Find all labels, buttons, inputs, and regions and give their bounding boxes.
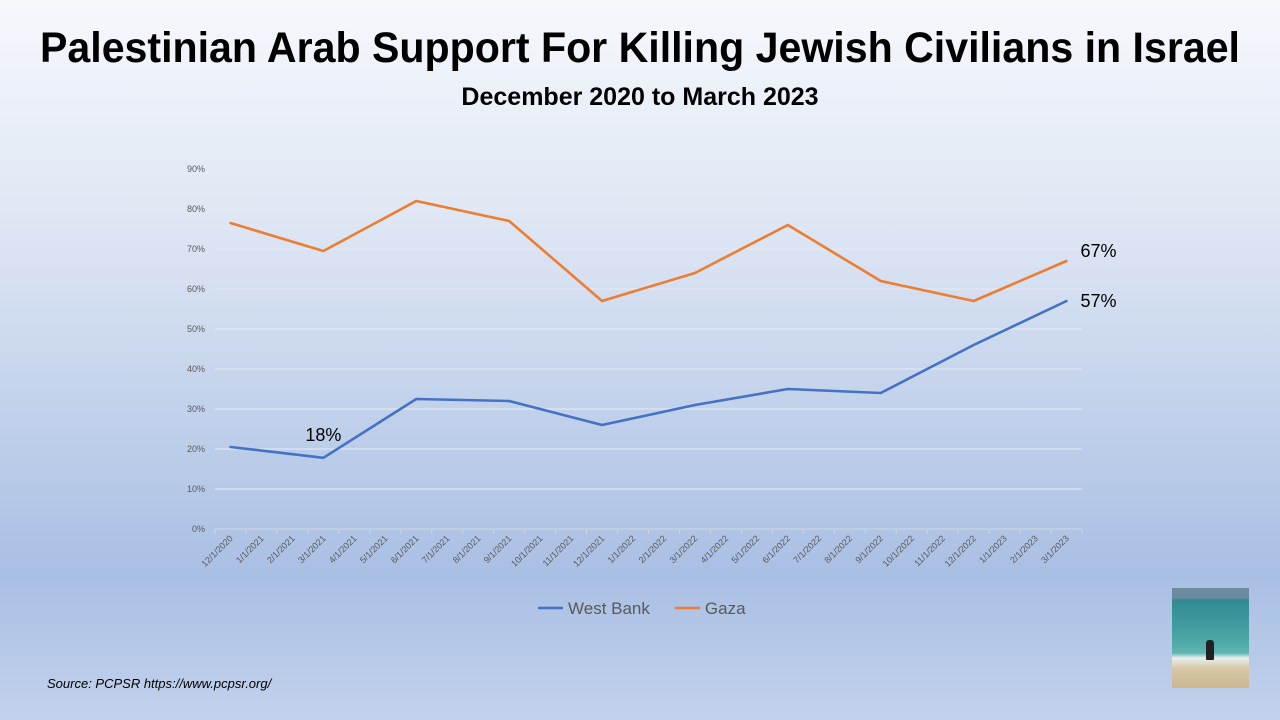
legend-label: West Bank [568,599,650,618]
x-tick-label: 10/1/2021 [509,533,544,568]
x-tick-label: 10/1/2022 [881,533,916,568]
data-point [972,343,975,347]
x-tick-label: 9/1/2021 [482,533,514,565]
x-tick-label: 2/1/2022 [637,533,669,565]
x-tick-label: 1/1/2023 [977,533,1009,565]
y-tick-label: 60% [187,284,205,294]
data-point [879,279,882,283]
data-point [229,445,232,449]
data-point [1065,259,1068,263]
x-tick-label: 7/1/2022 [791,533,823,565]
data-point [693,403,697,407]
y-tick-label: 80% [187,204,205,214]
x-tick-label: 1/1/2022 [606,533,638,565]
x-tick-label: 1/1/2021 [234,533,266,565]
data-label: 57% [1081,291,1117,311]
data-point [507,399,511,403]
data-point [600,299,604,303]
x-tick-label: 3/1/2023 [1039,533,1071,565]
x-tick-label: 4/1/2022 [698,533,730,565]
x-tick-label: 12/1/2021 [571,533,606,568]
data-point [322,249,325,253]
x-tick-label: 2/1/2021 [265,533,297,565]
data-point [600,423,604,427]
data-point [322,456,325,459]
data-point [415,397,418,401]
x-tick-label: 8/1/2021 [451,533,483,565]
data-point [1065,299,1068,303]
x-tick-label: 5/1/2022 [729,533,761,565]
person-figure [1206,640,1214,660]
source-note: Source: PCPSR https://www.pcpsr.org/ [47,676,272,691]
data-point [972,299,975,303]
series-line-west-bank [230,299,1068,460]
x-tick-label: 6/1/2022 [760,533,792,565]
data-point [415,199,418,203]
x-tick-label: 3/1/2022 [668,533,700,565]
beach-photo [1172,588,1249,688]
series-line-gaza [230,199,1068,303]
x-tick-label: 4/1/2021 [327,533,359,565]
x-tick-label: 11/1/2022 [912,533,947,568]
x-tick-label: 5/1/2021 [358,533,390,565]
y-tick-label: 90% [187,164,205,174]
y-tick-label: 50% [187,324,205,334]
y-tick-label: 30% [187,404,205,414]
x-tick-label: 2/1/2023 [1008,533,1040,565]
data-point [786,223,790,227]
y-tick-label: 0% [192,524,205,534]
y-tick-label: 20% [187,444,205,454]
data-label: 18% [305,425,341,445]
data-point [879,391,882,395]
data-point [693,271,697,275]
x-tick-label: 12/1/2020 [200,533,235,568]
data-label: 67% [1081,241,1117,261]
x-tick-label: 3/1/2021 [296,533,328,565]
y-tick-label: 40% [187,364,205,374]
x-tick-label: 6/1/2021 [389,533,421,565]
slide-title: Palestinian Arab Support For Killing Jew… [39,24,1240,72]
legend-label: Gaza [705,599,746,618]
x-tick-label: 8/1/2022 [822,533,854,565]
slide-subtitle: December 2020 to March 2023 [461,83,819,111]
x-tick-label: 7/1/2021 [420,533,452,565]
x-tick-label: 11/1/2021 [541,533,576,568]
x-tick-label: 9/1/2022 [853,533,885,565]
y-tick-label: 70% [187,244,205,254]
x-tick-label: 12/1/2022 [943,533,978,568]
data-point [786,387,790,391]
data-point [507,219,511,223]
data-point [229,221,232,225]
y-tick-label: 10% [187,484,205,494]
